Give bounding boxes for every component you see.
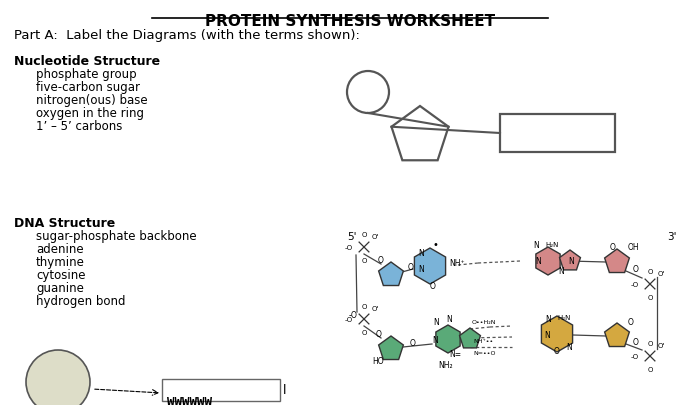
Text: NH⁺••: NH⁺•• (473, 338, 494, 343)
Text: O: O (376, 329, 382, 338)
Text: O: O (633, 264, 639, 273)
Text: O: O (361, 257, 367, 263)
Text: O': O' (372, 305, 379, 311)
Text: H₂N: H₂N (557, 314, 570, 320)
Text: PROTEIN SYNTHESIS WORKSHEET: PROTEIN SYNTHESIS WORKSHEET (205, 14, 495, 29)
Text: Part A:  Label the Diagrams (with the terms shown):: Part A: Label the Diagrams (with the ter… (14, 29, 360, 42)
Text: N: N (558, 266, 564, 275)
Text: -O: -O (349, 310, 358, 319)
Circle shape (26, 350, 90, 405)
Text: O': O' (658, 342, 665, 348)
Polygon shape (559, 250, 580, 270)
Polygon shape (605, 323, 629, 347)
Text: OH: OH (628, 243, 640, 252)
Text: O: O (648, 366, 652, 372)
Polygon shape (541, 316, 573, 352)
Text: -O: -O (345, 316, 353, 322)
Polygon shape (414, 248, 446, 284)
Text: sugar-phosphate backbone: sugar-phosphate backbone (36, 230, 197, 243)
Polygon shape (379, 336, 403, 360)
Text: N: N (533, 241, 539, 249)
Polygon shape (379, 262, 403, 286)
Text: O': O' (658, 270, 665, 276)
Text: 5': 5' (347, 231, 357, 241)
Text: thymine: thymine (36, 256, 85, 269)
Text: N: N (566, 342, 572, 351)
Text: N: N (433, 317, 439, 326)
Text: •: • (432, 239, 438, 249)
Text: N: N (545, 314, 551, 323)
Text: O: O (628, 317, 634, 326)
Text: NH₂: NH₂ (438, 360, 453, 369)
Text: WWWWWW: WWWWWW (167, 395, 212, 405)
Text: l: l (283, 383, 286, 396)
Text: O: O (648, 269, 652, 274)
Text: O: O (430, 281, 436, 290)
Text: cytosine: cytosine (36, 269, 85, 281)
Polygon shape (605, 249, 629, 273)
Text: 3': 3' (667, 231, 677, 241)
Text: N: N (568, 256, 574, 265)
Text: phosphate group: phosphate group (36, 68, 136, 81)
Text: O': O' (372, 233, 379, 239)
Bar (162, 379, 280, 401)
Text: O: O (648, 340, 652, 346)
Bar (500, 115, 615, 153)
Text: N=••O: N=••O (473, 350, 496, 355)
Text: nitrogen(ous) base: nitrogen(ous) base (36, 94, 148, 107)
Text: N: N (418, 264, 424, 273)
Text: Nucleotide Structure: Nucleotide Structure (14, 55, 160, 68)
Text: O••H₂N: O••H₂N (472, 319, 496, 324)
Text: -O: -O (345, 244, 353, 250)
Text: N: N (535, 256, 540, 265)
Text: O: O (361, 329, 367, 335)
Text: five-carbon sugar: five-carbon sugar (36, 81, 140, 94)
Polygon shape (459, 328, 480, 348)
Polygon shape (436, 325, 460, 353)
Text: NH⁺: NH⁺ (449, 258, 465, 267)
Text: N: N (432, 335, 438, 344)
Text: N: N (544, 330, 550, 339)
Text: -O: -O (631, 281, 639, 287)
Text: N: N (446, 314, 452, 323)
Text: N=: N= (449, 349, 461, 358)
Text: O: O (648, 294, 652, 300)
Text: adenine: adenine (36, 243, 83, 256)
Text: -O: -O (631, 353, 639, 359)
Text: hydrogen bond: hydrogen bond (36, 294, 125, 307)
Polygon shape (536, 247, 560, 275)
Text: 1’ – 5’ carbons: 1’ – 5’ carbons (36, 120, 122, 133)
Text: O: O (378, 256, 384, 264)
Text: guanine: guanine (36, 281, 84, 294)
Text: N: N (418, 248, 424, 257)
Text: HO: HO (372, 356, 384, 365)
Text: DNA Structure: DNA Structure (14, 216, 116, 230)
Text: O: O (361, 303, 367, 309)
Text: O: O (408, 262, 414, 271)
Text: O: O (554, 346, 560, 355)
Text: H₂N: H₂N (545, 241, 559, 247)
Text: O: O (361, 231, 367, 237)
Text: O: O (610, 243, 616, 252)
Text: oxygen in the ring: oxygen in the ring (36, 107, 144, 120)
Text: O: O (633, 337, 639, 346)
Text: O: O (410, 338, 416, 347)
